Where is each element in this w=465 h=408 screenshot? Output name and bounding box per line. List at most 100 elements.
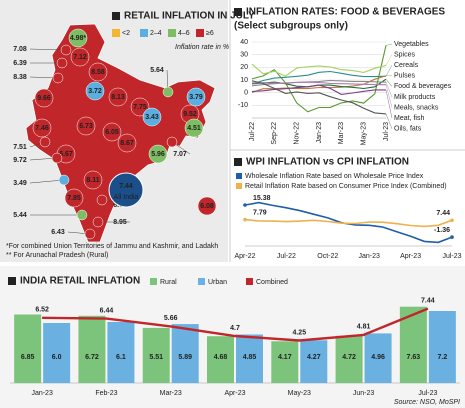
region-value: 8.13: [111, 94, 125, 101]
series-name: Food & beverages: [394, 83, 452, 90]
series-name: Cereals: [394, 62, 419, 69]
region-value: 6.39: [13, 60, 27, 67]
line-label: 4.7: [230, 325, 240, 332]
series-line: [244, 218, 453, 228]
region: [108, 87, 128, 107]
region: [52, 72, 64, 84]
region: [166, 136, 178, 148]
bar-label: 5.51: [149, 354, 163, 361]
region: [102, 122, 122, 142]
bar: [207, 336, 234, 383]
region: [186, 87, 206, 107]
region-value: 7.85: [67, 195, 81, 202]
region: [84, 228, 96, 240]
all-india-label: All India: [114, 194, 139, 201]
region-value: 3.49: [13, 180, 27, 187]
region: [117, 133, 137, 153]
x-tick-label: Jul-23: [442, 253, 461, 260]
bar-label: 4.96: [371, 354, 385, 361]
region: [162, 86, 174, 98]
y-tick-label: 10: [240, 77, 248, 84]
region-value: 9.72: [13, 157, 27, 164]
data-label: 7.79: [253, 209, 267, 216]
x-tick-label: May-23: [288, 390, 311, 397]
region-value: 6.73: [79, 123, 93, 130]
region-value: 5.44: [13, 212, 27, 219]
leader-line: [29, 179, 65, 184]
region-value: 7.12: [73, 54, 87, 61]
x-tick-label: Jan-23: [31, 390, 53, 397]
x-tick-label: May-23: [361, 122, 368, 145]
x-tick-label: Jan-23: [358, 253, 380, 260]
region-value: 9.66: [37, 95, 51, 102]
bar: [14, 314, 42, 383]
note: *For combined Union Territories of Jammu…: [6, 243, 218, 250]
y-tick-label: 20: [240, 64, 248, 71]
x-tick-label: Jul-22: [249, 122, 256, 141]
region-value: 3.43: [145, 114, 159, 121]
bar-label: 6.85: [21, 354, 35, 361]
region-value: 4.51: [187, 125, 201, 132]
bar-label: 4.27: [307, 354, 321, 361]
region-value: 6.08: [200, 203, 214, 210]
label-leader: [385, 79, 393, 87]
label-leader: [385, 113, 393, 129]
region-value: 6.05: [105, 129, 119, 136]
title-bullet: [234, 158, 242, 166]
x-tick-label: Feb-23: [95, 390, 117, 397]
line-label: 7.44: [421, 297, 435, 304]
x-tick-label: Jun-23: [353, 390, 375, 397]
region: [85, 81, 105, 101]
bar-label: 7.2: [437, 354, 447, 361]
bar-label: 7.63: [407, 354, 421, 361]
title-bullet: [234, 8, 242, 16]
bar: [142, 327, 170, 383]
legend-swatch: [236, 183, 242, 189]
legend-swatch: [140, 29, 148, 37]
region-value: 8.67: [120, 140, 134, 147]
legend-label: 2–4: [150, 30, 162, 37]
legend-label: <2: [122, 30, 130, 37]
region: [64, 188, 84, 208]
region: [88, 62, 108, 82]
all-india-value: 7.44: [119, 183, 133, 190]
bar: [335, 335, 363, 383]
y-tick-label: 40: [240, 39, 248, 46]
bar-label: 6.72: [85, 354, 99, 361]
data-label: 15.38: [253, 195, 271, 202]
region: [58, 174, 70, 186]
point: [243, 217, 247, 222]
x-tick-label: Sep-22: [271, 122, 278, 145]
x-tick-label: Jul-22: [277, 253, 296, 260]
legend-swatch: [112, 29, 120, 37]
legend-label: ≥6: [206, 30, 214, 37]
bar: [364, 333, 392, 383]
legend-swatch: [150, 278, 157, 285]
legend-swatch: [168, 29, 176, 37]
combined-line: [42, 307, 429, 342]
region-value: 7.07: [173, 151, 187, 158]
region: [184, 118, 204, 138]
bar: [271, 341, 299, 383]
line-label: 6.52: [35, 307, 49, 314]
bar: [236, 334, 263, 383]
legend-swatch: [198, 278, 205, 285]
legend-label: Combined: [256, 279, 288, 286]
bar-label: 5.89: [178, 354, 192, 361]
bar-label: 4.17: [278, 354, 292, 361]
legend-swatch: [246, 278, 253, 285]
series-name: Oils, fats: [394, 126, 422, 133]
label-leader: [385, 43, 393, 46]
region-value: 3.79: [189, 94, 203, 101]
region: [70, 47, 90, 67]
bar: [43, 323, 71, 383]
region: [34, 88, 54, 108]
title-bullet: [8, 277, 16, 285]
region: [68, 28, 88, 48]
bar: [171, 324, 199, 383]
legend-swatch: [196, 29, 204, 37]
bar: [300, 340, 328, 383]
series-line: [251, 84, 386, 95]
legend-label: Urban: [208, 279, 227, 286]
